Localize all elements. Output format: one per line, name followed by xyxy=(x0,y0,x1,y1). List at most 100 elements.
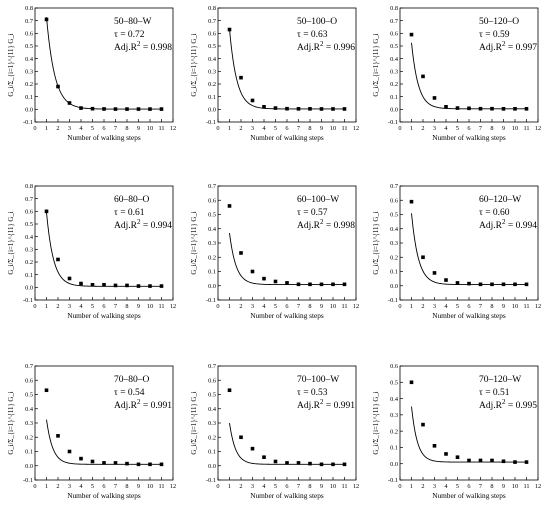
data-point xyxy=(102,107,106,111)
data-point xyxy=(501,107,506,111)
data-point xyxy=(444,105,448,109)
data-point xyxy=(148,107,152,111)
y-tick-label: 0.7 xyxy=(208,363,216,370)
y-tick-label: 0.8 xyxy=(390,5,398,12)
y-tick-label: 0.5 xyxy=(208,392,216,399)
data-point xyxy=(273,279,278,284)
x-tick-label: 7 xyxy=(297,125,300,132)
y-tick-label: 0.8 xyxy=(25,183,33,190)
data-point xyxy=(455,106,460,110)
y-tick-label: 0.3 xyxy=(25,247,33,254)
tau-value: τ = 0.63 xyxy=(297,30,328,40)
data-point xyxy=(513,282,517,287)
panel-8: 0 1 2 3 4 5 6 7 8 9 10 11 12-0.10.00.10.20.30.40.50.… xyxy=(191,363,359,500)
data-point xyxy=(67,276,72,281)
data-point xyxy=(524,460,529,464)
adj-r2: Adj.R2 = 0.995 xyxy=(479,398,537,411)
y-tick-label: 0.1 xyxy=(25,94,33,101)
data-point xyxy=(136,462,141,467)
x-tick-label: 10 xyxy=(147,483,153,490)
y-tick-label: 0.0 xyxy=(25,107,33,114)
y-axis-label: G_i/Σ_{i=1}^{11} G_i xyxy=(373,391,380,454)
x-tick-label: 0 xyxy=(216,303,219,310)
plot-frame xyxy=(34,185,174,301)
data-point xyxy=(331,462,335,467)
data-point xyxy=(102,461,106,465)
x-tick-label: 9 xyxy=(502,125,505,132)
x-tick-label: 1 xyxy=(410,303,413,310)
data-point xyxy=(432,271,437,275)
data-point xyxy=(102,283,106,287)
tau-value: τ = 0.54 xyxy=(114,388,145,398)
data-point xyxy=(342,462,347,467)
x-tick-label: 9 xyxy=(502,483,505,490)
panel-label: 60–120–W xyxy=(479,195,521,205)
data-point xyxy=(455,455,460,459)
y-tick-label: 0.7 xyxy=(25,18,33,25)
data-point xyxy=(113,283,118,288)
data-point xyxy=(159,107,164,111)
y-tick-label: 0.2 xyxy=(208,81,216,88)
x-tick-label: 4 xyxy=(79,125,83,132)
x-tick-label: 6 xyxy=(285,303,288,310)
x-tick-label: 5 xyxy=(274,303,277,310)
x-tick-label: 9 xyxy=(502,303,505,310)
panel-label: 70–100–W xyxy=(297,375,339,385)
y-tick-label: 0.3 xyxy=(390,412,398,419)
x-tick-label: 12 xyxy=(170,303,176,310)
x-tick-label: 7 xyxy=(479,303,482,310)
x-tick-label: 8 xyxy=(490,483,493,490)
data-point xyxy=(308,282,312,287)
data-point xyxy=(56,84,60,89)
y-tick-label: 0.3 xyxy=(208,420,216,427)
panel-label: 70–80–O xyxy=(114,375,150,385)
panel-label: 50–80–W xyxy=(114,17,152,27)
x-tick-label: 11 xyxy=(523,303,529,310)
data-point xyxy=(421,255,425,260)
x-tick-label: 3 xyxy=(251,483,254,490)
x-tick-label: 2 xyxy=(56,125,59,132)
y-tick-label: 0.3 xyxy=(208,69,216,76)
data-point xyxy=(148,284,152,288)
data-point xyxy=(79,456,83,461)
x-tick-label: 10 xyxy=(330,303,336,310)
y-tick-label: 0.5 xyxy=(25,43,33,50)
adj-r2-superscript: 2 xyxy=(502,40,506,48)
x-tick-label: 8 xyxy=(490,303,493,310)
data-point xyxy=(90,283,95,287)
x-tick-label: 11 xyxy=(341,483,347,490)
y-tick-label: 0.3 xyxy=(25,420,33,427)
adj-r2-value: = 0.994 xyxy=(140,221,172,231)
y-tick-label: 0.3 xyxy=(25,69,33,76)
data-point xyxy=(79,106,83,110)
data-point xyxy=(444,278,448,282)
data-point xyxy=(159,462,164,467)
y-tick-label: 0.0 xyxy=(25,285,33,292)
y-axis-label: G_i/Σ_{i=1}^{11} G_i xyxy=(191,391,198,454)
x-tick-label: 12 xyxy=(535,125,541,132)
data-point xyxy=(159,284,164,288)
y-tick-label: 0.5 xyxy=(208,43,216,50)
data-point xyxy=(421,422,425,427)
data-point xyxy=(409,199,414,204)
data-point xyxy=(262,455,266,459)
x-tick-label: 4 xyxy=(79,483,83,490)
y-tick-label: 0.0 xyxy=(208,463,216,470)
x-tick-label: 7 xyxy=(114,303,117,310)
adj-r2: Adj.R2 = 0.998 xyxy=(297,218,355,231)
y-tick-label: 0.5 xyxy=(390,379,398,386)
x-tick-label: 3 xyxy=(251,303,254,310)
adj-r2-superscript: 2 xyxy=(320,218,324,226)
x-tick-label: 0 xyxy=(33,125,36,132)
x-tick-label: 5 xyxy=(274,125,277,132)
panel-9: 0 1 2 3 4 5 6 7 8 9 10 11 12-0.10.00.10.20.30.40.50.… xyxy=(373,363,541,500)
y-tick-label: 0.1 xyxy=(208,449,216,456)
x-tick-label: 6 xyxy=(285,483,288,490)
x-tick-label: 3 xyxy=(433,483,436,490)
fit-curve xyxy=(229,29,345,110)
x-tick-label: 4 xyxy=(262,303,266,310)
x-tick-label: 10 xyxy=(512,483,518,490)
y-tick-label: 0.7 xyxy=(25,363,33,370)
x-tick-label: 7 xyxy=(479,483,482,490)
